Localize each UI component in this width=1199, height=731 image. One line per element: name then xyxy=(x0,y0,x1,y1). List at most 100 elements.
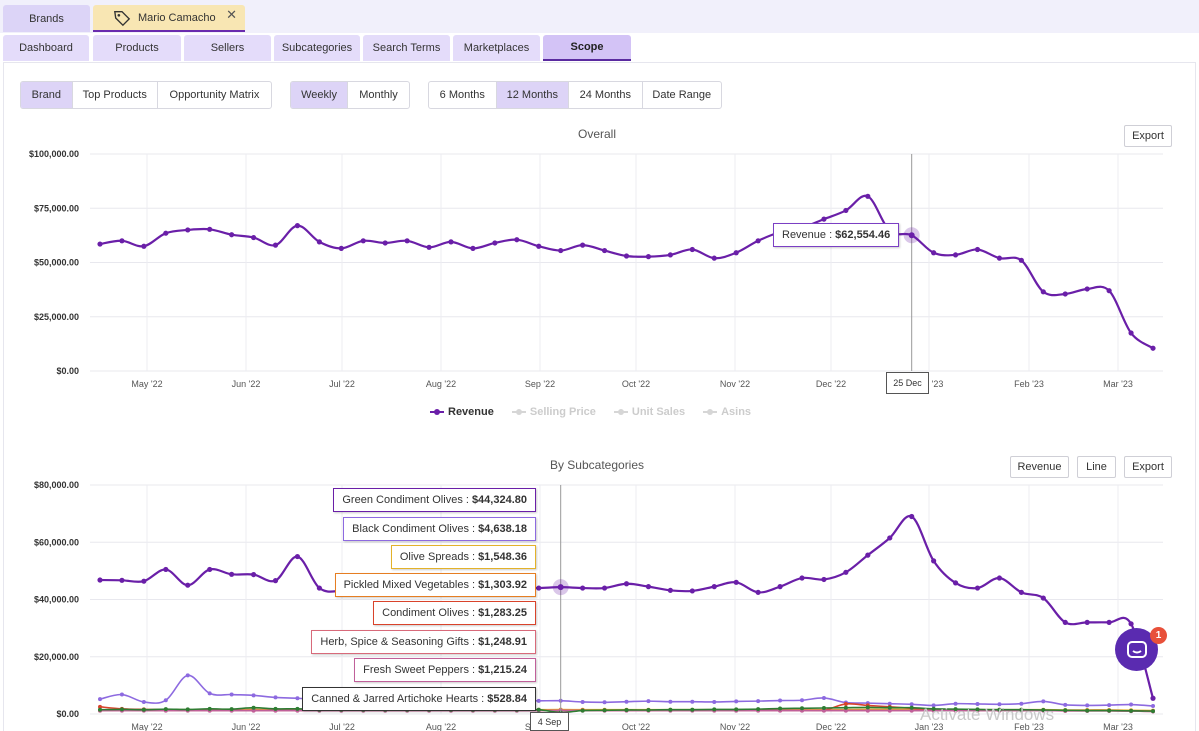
data-point xyxy=(1107,703,1112,708)
revenue-metric-button[interactable]: Revenue xyxy=(1010,456,1069,478)
data-point xyxy=(98,704,102,709)
y-tick-label: $100,000.00 xyxy=(29,149,79,159)
close-icon[interactable]: ✕ xyxy=(226,7,237,22)
data-point xyxy=(229,707,234,712)
overall-tooltip-label: Revenue : xyxy=(782,229,833,241)
data-point xyxy=(97,577,103,583)
overall-export-button[interactable]: Export xyxy=(1124,125,1172,147)
data-point xyxy=(777,584,783,590)
data-point xyxy=(295,696,300,701)
range-24-months-button[interactable]: 24 Months xyxy=(569,82,643,108)
x-tick-label: Jan '23 xyxy=(915,379,944,389)
x-tick-label: Jun '22 xyxy=(232,722,261,731)
data-point xyxy=(360,238,366,244)
legend-unit-sales-label: Unit Sales xyxy=(631,406,686,418)
data-point xyxy=(1084,286,1090,292)
date-range-button[interactable]: Date Range xyxy=(643,82,721,108)
data-point xyxy=(756,699,761,704)
data-point xyxy=(909,702,914,707)
data-point xyxy=(536,698,541,703)
x-tick-label: Aug '22 xyxy=(426,379,456,389)
tab-scope[interactable]: Scope xyxy=(543,35,631,61)
tab-subcategories[interactable]: Subcategories xyxy=(274,35,360,61)
frequency-toggle-group: Weekly Monthly xyxy=(290,81,410,109)
data-point xyxy=(843,701,848,706)
chat-icon xyxy=(1126,640,1147,658)
data-point xyxy=(843,708,848,713)
data-point xyxy=(1106,288,1112,294)
tab-search-terms[interactable]: Search Terms xyxy=(363,35,450,61)
subcategory-tooltip-label: Green Condiment Olives : xyxy=(342,494,469,506)
data-point xyxy=(97,241,103,247)
range-12-months-button[interactable]: 12 Months xyxy=(496,82,570,108)
subcategory-tooltip-value: $1,215.24 xyxy=(478,664,527,676)
legend-selling-price[interactable]: Selling Price xyxy=(511,406,596,418)
overall-tooltip-value: $62,554.46 xyxy=(835,229,891,241)
legend-asins[interactable]: Asins xyxy=(703,406,751,418)
range-6-months-button[interactable]: 6 Months xyxy=(429,82,497,108)
data-point xyxy=(887,535,893,541)
data-point xyxy=(602,708,607,713)
subcategory-tooltip-label: Olive Spreads : xyxy=(399,551,476,563)
activate-windows-watermark: Activate Windows xyxy=(920,705,1055,724)
data-point xyxy=(689,588,695,594)
data-point xyxy=(734,707,739,712)
data-point xyxy=(996,575,1003,581)
monthly-button[interactable]: Monthly xyxy=(348,82,409,108)
tab-brands[interactable]: Brands xyxy=(3,5,90,32)
opportunity-matrix-button[interactable]: Opportunity Matrix xyxy=(158,82,271,108)
data-point xyxy=(843,569,849,575)
subcategory-tooltip-value: $1,283.25 xyxy=(478,607,527,619)
tab-sellers[interactable]: Sellers xyxy=(184,35,271,61)
data-point xyxy=(623,253,630,259)
data-point xyxy=(624,707,629,712)
subcategory-tooltip-row: Fresh Sweet Peppers : $1,215.24 xyxy=(354,658,536,682)
data-point xyxy=(1040,595,1046,601)
data-point xyxy=(536,585,542,591)
legend-revenue[interactable]: Revenue xyxy=(430,406,494,418)
data-point xyxy=(514,237,520,243)
data-point xyxy=(272,242,279,248)
data-point xyxy=(1084,619,1090,626)
data-point xyxy=(207,706,212,711)
data-point xyxy=(1107,708,1112,713)
tab-dashboard-label: Dashboard xyxy=(19,42,73,54)
data-point xyxy=(98,697,102,702)
data-point xyxy=(711,584,717,590)
x-tick-label: Sep '22 xyxy=(525,379,555,389)
data-point xyxy=(690,707,695,712)
data-point xyxy=(163,230,169,236)
data-point xyxy=(756,707,761,712)
subcategory-tooltip-value: $1,548.36 xyxy=(478,551,527,563)
highlight-point xyxy=(908,232,915,239)
tab-marketplaces[interactable]: Marketplaces xyxy=(453,35,540,61)
legend-unit-sales[interactable]: Unit Sales xyxy=(613,406,686,418)
tab-brand-detail[interactable]: Mario Camacho ✕ xyxy=(93,5,245,32)
legend-selling-price-label: Selling Price xyxy=(529,406,596,418)
data-point xyxy=(273,706,278,711)
subcategory-date-flag: 4 Sep xyxy=(530,712,569,731)
top-products-button[interactable]: Top Products xyxy=(73,82,158,108)
tab-products[interactable]: Products xyxy=(93,35,181,61)
tab-products-label: Products xyxy=(115,42,159,54)
line-type-button[interactable]: Line xyxy=(1077,456,1116,478)
data-point xyxy=(821,216,827,222)
range-24-months-label: 24 Months xyxy=(579,89,631,101)
overall-chart-title: Overall xyxy=(577,127,616,141)
data-point xyxy=(1106,619,1112,626)
data-point xyxy=(141,578,147,584)
top-products-button-label: Top Products xyxy=(82,89,147,101)
data-point xyxy=(1040,289,1046,295)
subcategory-export-button[interactable]: Export xyxy=(1124,456,1172,478)
data-point xyxy=(997,707,1002,712)
y-tick-label: $80,000.00 xyxy=(34,480,79,490)
data-point xyxy=(821,705,826,710)
x-tick-label: Jul '22 xyxy=(329,379,355,389)
data-point xyxy=(558,247,564,254)
tab-dashboard[interactable]: Dashboard xyxy=(3,35,89,61)
weekly-button[interactable]: Weekly xyxy=(291,82,349,108)
data-point xyxy=(1151,703,1155,708)
brand-button[interactable]: Brand xyxy=(21,82,73,108)
data-point xyxy=(931,250,937,256)
data-point xyxy=(1018,257,1024,263)
